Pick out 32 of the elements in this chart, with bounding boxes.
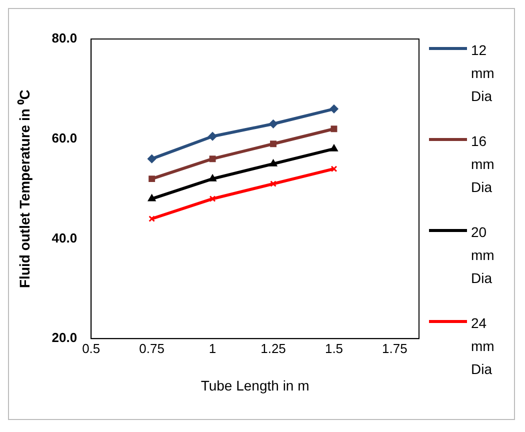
point [330, 166, 338, 172]
x-tick-label: 0.75 [139, 340, 164, 356]
y-tick-label: 20.0 [52, 330, 78, 346]
legend-label: 12 mm Dia [471, 41, 496, 106]
point [269, 160, 278, 166]
point [270, 180, 276, 188]
point [270, 140, 276, 148]
point [148, 154, 156, 164]
point [148, 216, 156, 222]
legend-label: 20 mm Dia [471, 223, 496, 288]
point [148, 176, 156, 182]
x-tick-label: 0.5 [82, 340, 100, 356]
point [269, 120, 278, 128]
y-tick-label: 40.0 [52, 230, 78, 246]
point [209, 196, 216, 202]
point [330, 126, 338, 132]
x-tick-label: 1.75 [382, 340, 408, 356]
legend-label: 24 mm Dia [471, 314, 496, 379]
x-tick-label: 1 [208, 340, 216, 356]
point [208, 132, 217, 141]
point [330, 144, 338, 152]
point [208, 174, 216, 182]
y-axis-title: Fluid outlet Temperature in ⁰C [16, 90, 32, 288]
x-tick-label: 1.5 [324, 340, 344, 356]
point [148, 194, 156, 202]
point [209, 156, 216, 162]
x-tick-label: 1.25 [260, 340, 286, 356]
y-tick-label: 60.0 [52, 130, 78, 146]
x-axis-title: Tube Length in m [200, 377, 310, 394]
y-tick-label: 80.0 [52, 30, 78, 46]
legend-label: 16 mm Dia [471, 132, 496, 197]
point [330, 104, 338, 114]
